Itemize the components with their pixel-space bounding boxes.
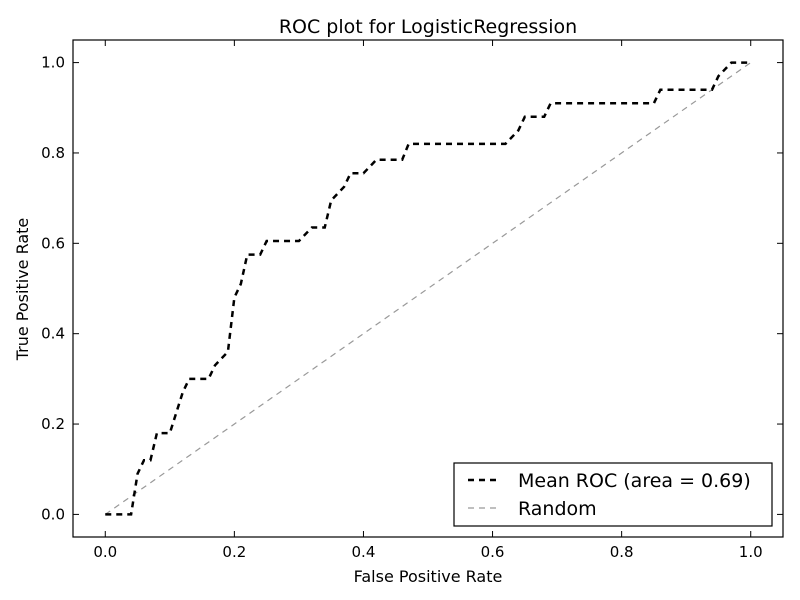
x-tick-label: 0.0 [93,543,117,561]
y-tick-label: 1.0 [41,54,65,72]
y-tick-label: 0.8 [41,144,65,162]
y-tick-label: 0.2 [41,415,65,433]
y-tick-label: 0.6 [41,234,65,252]
y-axis-label: True Positive Rate [13,218,32,362]
plot-area: 0.0 0.2 0.4 0.6 0.8 1.0 0.0 0.2 0.4 0.6 0.8 1.0 [41,39,784,561]
x-tick-label: 0.8 [610,543,634,561]
x-tick-label: 0.6 [481,543,505,561]
y-tick-label: 0.0 [41,505,65,523]
legend-box [453,462,773,527]
x-tick-label: 0.4 [352,543,376,561]
legend-label-random: Random [518,498,597,520]
chart-title: ROC plot for LogisticRegression [279,16,577,38]
axes-frame [72,39,784,538]
x-tick-label: 0.2 [222,543,246,561]
legend: Mean ROC (area = 0.69) Random [453,462,773,527]
x-axis-label: False Positive Rate [354,567,503,586]
y-tick-label: 0.4 [41,325,65,343]
x-tick-label: 1.0 [739,543,763,561]
legend-label-mean-roc: Mean ROC (area = 0.69) [518,470,751,492]
